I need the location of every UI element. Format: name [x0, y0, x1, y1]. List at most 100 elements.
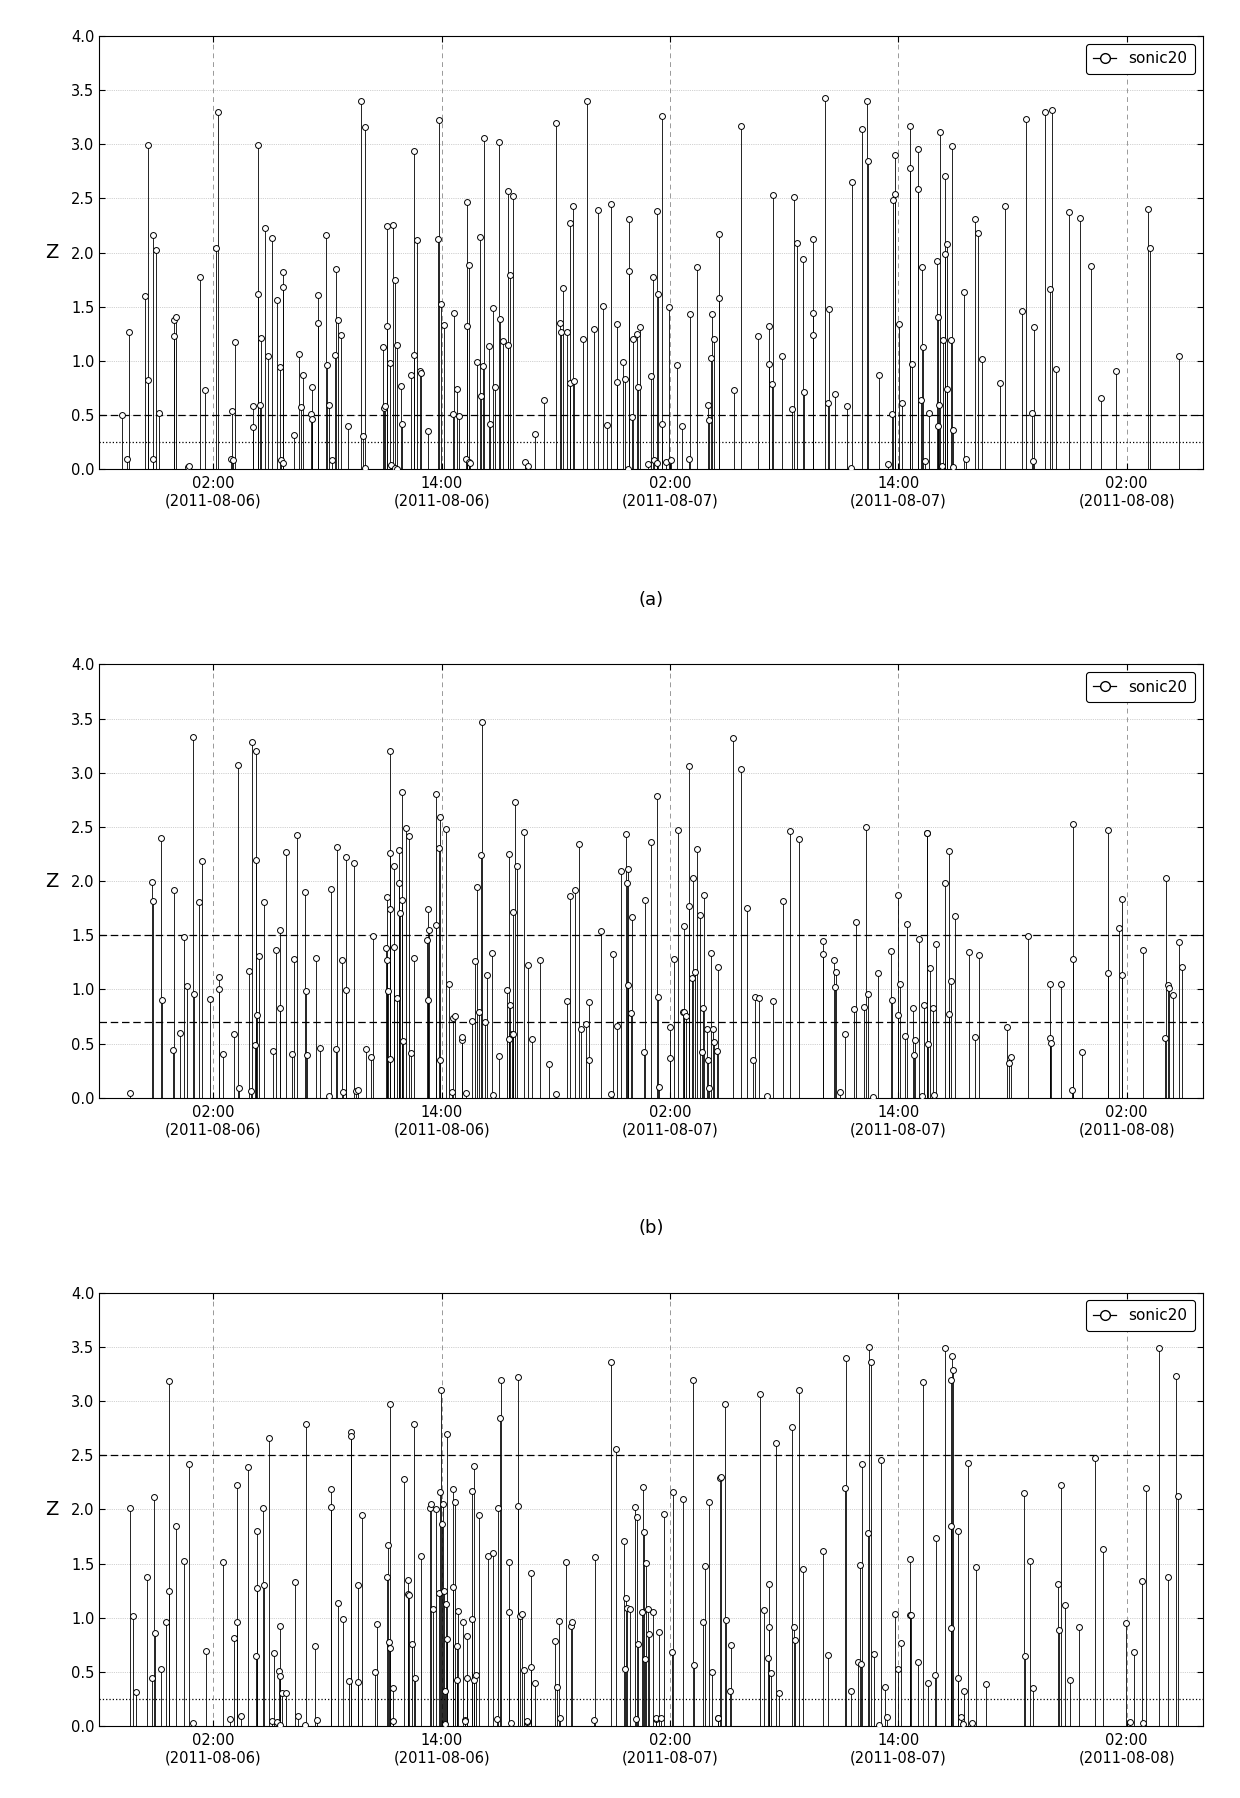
Point [644, 446, 663, 475]
Point [389, 868, 409, 897]
Point [451, 1027, 471, 1055]
Point [428, 225, 448, 254]
Point [347, 1075, 367, 1104]
Point [1097, 958, 1117, 987]
Point [498, 1598, 518, 1627]
Point [569, 829, 589, 858]
Point [267, 286, 286, 315]
Point [210, 975, 229, 1003]
Point [759, 1613, 779, 1642]
Point [553, 273, 573, 302]
Point [503, 182, 523, 210]
Point [394, 1464, 414, 1492]
Point [563, 192, 583, 221]
Point [836, 1474, 856, 1503]
Point [966, 1553, 986, 1582]
Point [247, 1516, 267, 1544]
Y-axis label: Z: Z [45, 1500, 58, 1519]
Point [765, 1428, 785, 1456]
Point [1049, 1615, 1069, 1643]
Point [274, 448, 294, 476]
Point [270, 446, 290, 475]
Point [249, 942, 269, 971]
Point [443, 399, 463, 428]
Point [708, 953, 728, 982]
Point [166, 1512, 186, 1541]
Point [145, 1618, 165, 1647]
Point [517, 1708, 537, 1737]
Point [900, 155, 920, 183]
Point [243, 414, 263, 442]
Point [687, 834, 707, 863]
Point [300, 399, 320, 428]
Point [500, 1025, 520, 1054]
Point [284, 946, 304, 975]
Point [1023, 448, 1043, 476]
Point [383, 933, 403, 962]
Point [288, 1701, 308, 1730]
Point [698, 1046, 718, 1075]
Point [195, 376, 215, 405]
Point [120, 1492, 140, 1521]
Point [627, 320, 647, 349]
Point [160, 1366, 180, 1395]
Point [460, 448, 480, 476]
Point [213, 1548, 233, 1577]
Point [379, 349, 399, 378]
Point [929, 390, 949, 419]
Point [892, 388, 911, 417]
Point [407, 227, 427, 255]
Point [387, 455, 407, 484]
Point [351, 86, 371, 115]
Point [433, 1489, 453, 1518]
Point [1173, 953, 1193, 982]
Point [889, 309, 909, 338]
Point [435, 1710, 455, 1739]
Point [849, 1550, 869, 1579]
Point [381, 1045, 401, 1073]
Point [1035, 97, 1055, 126]
Point [393, 1027, 413, 1055]
Point [138, 1562, 157, 1591]
Point [732, 111, 751, 140]
Point [913, 1368, 932, 1397]
Point [277, 1678, 296, 1706]
Point [744, 1046, 764, 1075]
Point [507, 852, 527, 881]
Point [1052, 1471, 1071, 1500]
Point [941, 325, 961, 354]
Point [243, 392, 263, 421]
Point [549, 1703, 569, 1731]
Point [184, 723, 203, 752]
Point [601, 189, 621, 218]
Point [498, 1548, 518, 1577]
Point [480, 410, 500, 439]
Point [841, 1678, 861, 1706]
Point [164, 306, 184, 334]
Point [868, 958, 888, 987]
Point [336, 975, 356, 1003]
Point [782, 1413, 802, 1442]
Point [565, 876, 585, 904]
Point [227, 1607, 247, 1636]
Point [393, 885, 413, 913]
Point [680, 300, 699, 329]
Point [694, 881, 714, 910]
Point [818, 1640, 838, 1669]
Point [126, 1678, 146, 1706]
Point [625, 1492, 645, 1521]
Legend: sonic20: sonic20 [1086, 672, 1195, 703]
Point [915, 446, 935, 475]
Point [1042, 1028, 1061, 1057]
Point [673, 998, 693, 1027]
Point [456, 1622, 476, 1651]
Point [1158, 971, 1178, 1000]
Point [660, 1012, 680, 1041]
Point [270, 994, 290, 1023]
Point [398, 1579, 418, 1607]
Point [649, 280, 668, 309]
Point [560, 209, 580, 237]
Point [362, 1043, 382, 1072]
Point [378, 1530, 398, 1559]
Point [804, 225, 823, 254]
